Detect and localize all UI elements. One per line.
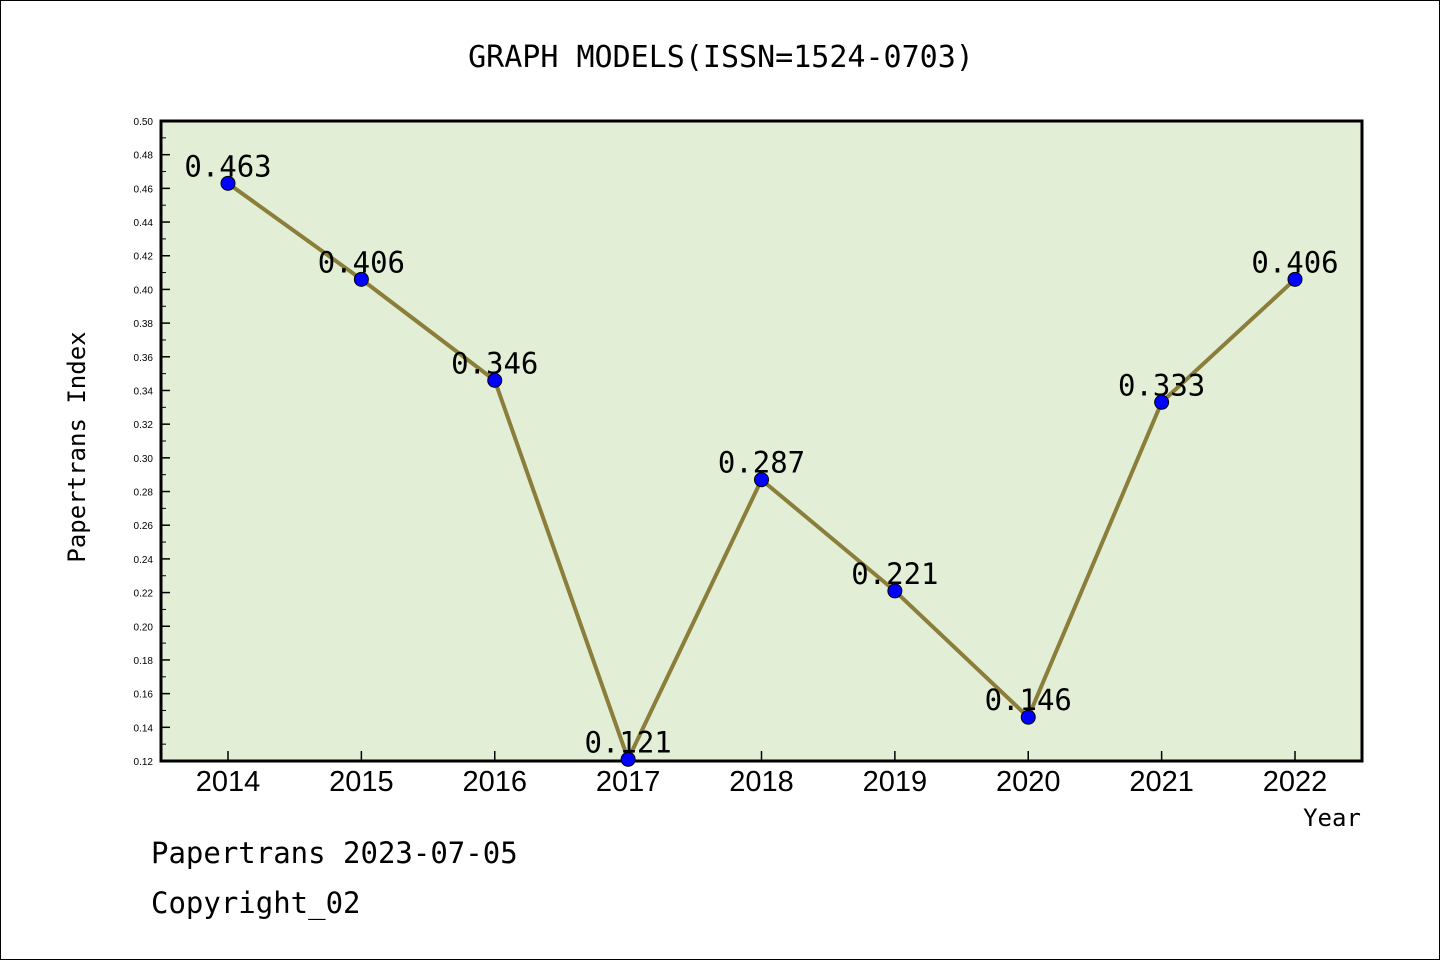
footer-copyright: Copyright_02 <box>151 886 361 920</box>
data-label: 0.333 <box>1118 368 1205 402</box>
data-labels: 0.463 0.406 0.346 0.121 0.287 0.221 0.146 0.333… <box>184 149 1338 759</box>
x-tick-label: 2014 <box>196 766 261 798</box>
data-point <box>1287 271 1303 287</box>
y-tick-label: 0.32 <box>134 420 154 431</box>
y-tick-label: 0.46 <box>134 184 154 195</box>
x-tick-label: 2020 <box>996 766 1061 798</box>
data-label: 0.406 <box>1251 245 1338 279</box>
data-label: 0.463 <box>184 149 271 183</box>
footer-date: Papertrans 2023-07-05 <box>151 836 518 870</box>
y-tick-label: 0.20 <box>134 622 154 633</box>
y-tick-label: 0.12 <box>134 757 154 768</box>
x-tick-label: 2016 <box>462 766 527 798</box>
x-tick-label: 2018 <box>729 766 794 798</box>
y-tick-label: 0.16 <box>134 690 154 701</box>
data-point <box>353 271 369 287</box>
y-tick-label: 0.14 <box>134 723 154 734</box>
y-tick-label: 0.24 <box>134 555 154 566</box>
x-tick-label: 2017 <box>596 766 661 798</box>
x-tick-label: 2015 <box>329 766 394 798</box>
y-tick-label: 0.36 <box>134 353 154 364</box>
y-tick-label: 0.30 <box>134 454 154 465</box>
x-tick-label: 2021 <box>1129 766 1194 798</box>
data-point <box>754 472 769 488</box>
x-axis-title: Year <box>1303 804 1361 832</box>
y-tick-label: 0.40 <box>134 285 154 296</box>
data-point <box>1020 709 1036 725</box>
y-axis-title: Papertrans Index <box>63 331 91 562</box>
data-label: 0.121 <box>584 725 671 759</box>
y-tick-label: 0.48 <box>134 151 154 162</box>
plot-area <box>159 119 1364 763</box>
data-point <box>220 175 236 191</box>
y-tick-label: 0.34 <box>134 386 154 397</box>
data-label: 0.146 <box>985 683 1072 717</box>
data-label: 0.346 <box>451 346 538 380</box>
data-points <box>220 175 1303 767</box>
x-tick-label: 2022 <box>1263 766 1328 798</box>
data-point <box>487 372 503 388</box>
x-tick-label: 2019 <box>863 766 928 798</box>
data-point <box>1154 394 1170 410</box>
data-label: 0.406 <box>318 245 405 279</box>
y-tick-label: 0.42 <box>134 252 154 263</box>
x-axis: 2014 2015 2016 2017 2018 2019 2020 2021 2022 <box>196 751 1328 798</box>
y-tick-label: 0.28 <box>134 488 154 499</box>
y-tick-label: 0.18 <box>134 656 154 667</box>
y-tick-label: 0.38 <box>134 319 154 330</box>
y-tick-label: 0.44 <box>134 218 154 229</box>
data-point <box>887 583 903 599</box>
data-point <box>620 751 636 767</box>
y-axis: 0.12 0.14 0.16 0.18 0.20 0.22 0.24 0.26 0.28 0.30… <box>134 117 170 768</box>
y-tick-label: 0.26 <box>134 521 154 532</box>
data-label: 0.287 <box>718 446 805 480</box>
y-tick-label: 0.50 <box>134 117 154 128</box>
chart-title: GRAPH MODELS(ISSN=1524-0703) <box>468 40 974 75</box>
y-tick-label: 0.22 <box>134 589 154 600</box>
data-label: 0.221 <box>851 557 938 591</box>
